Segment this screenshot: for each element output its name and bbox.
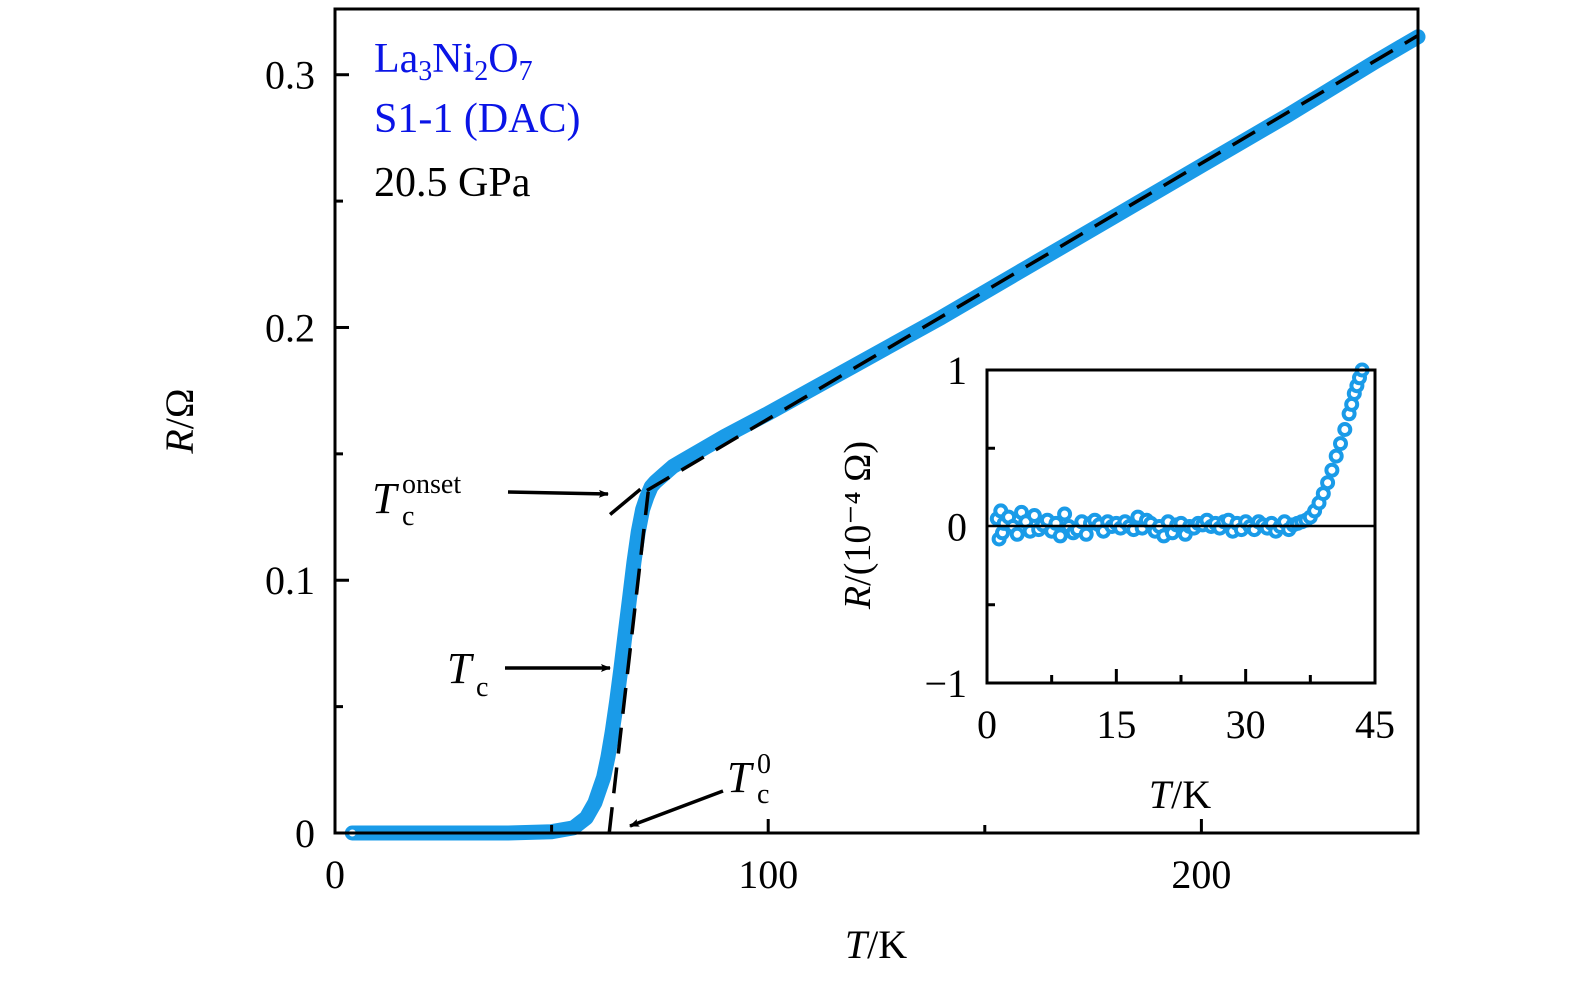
inset-data-point (1009, 526, 1025, 542)
fit-line-1 (607, 491, 650, 834)
inset-data-point (1052, 528, 1068, 544)
tc-zero-T: T (727, 753, 755, 802)
main-x-tick-label: 100 (738, 852, 798, 897)
main-x-tick-label: 0 (325, 852, 345, 897)
x-axis-var: T (845, 922, 870, 967)
main-plot: 0 100 200 00.10.20.3 T/K R/Ω La3Ni2O7 S1-1… (157, 7, 1426, 967)
y-axis-unit: Ω (157, 388, 202, 418)
tc-onset-sup: onset (402, 469, 461, 500)
tc-zero-arrow (629, 789, 724, 828)
fit-lines-layer (607, 34, 1419, 834)
main-plot-frame (333, 7, 1420, 835)
tc-zero-annotation: T 0 c (629, 749, 771, 828)
legend-pressure: 20.5 GPa (374, 160, 531, 206)
tc-onset-T: T (372, 474, 400, 523)
inset-data-point (1337, 422, 1353, 437)
main-y-tick-label: 0.3 (265, 53, 315, 98)
inset-data-point (1328, 448, 1344, 464)
svg-text:T: T (727, 753, 755, 802)
inset-data-point (1324, 462, 1340, 478)
tc-T: T (447, 644, 475, 693)
inset-data-point (1057, 506, 1073, 522)
tc-sub: c (476, 672, 488, 703)
inset-x-axis-label: T/K (1149, 772, 1211, 817)
tc-onset-annotation: T onset c (372, 469, 609, 532)
inset-data-point (1320, 475, 1336, 491)
inset-x-tick-label: 45 (1355, 702, 1395, 747)
tc-zero-sub: c (757, 779, 769, 810)
inset-y-axis-label: R/(10⁻⁴ Ω) (837, 441, 879, 610)
svg-text:T: T (372, 474, 400, 523)
main-y-tick-label: 0.2 (265, 305, 315, 350)
inset-y-tick-label: 0 (947, 505, 967, 550)
inset-x-tick-labels: 0 15 30 45 (977, 702, 1395, 747)
inset-axis-ticks (985, 446, 1377, 683)
inset-y-tick-label: 1 (947, 348, 967, 393)
inset-plot: 0 15 30 45 −101 T/K R/(10⁻⁴ Ω) (837, 348, 1395, 817)
x-axis-unit: K (878, 922, 907, 967)
inset-x-tick-label: 15 (1096, 702, 1136, 747)
main-x-tick-labels: 0 100 200 (325, 852, 1231, 897)
fit-line-0 (646, 34, 1419, 493)
inset-data-point (1026, 508, 1042, 523)
svg-text:T: T (447, 644, 475, 693)
inset-y-tick-label: −1 (924, 661, 967, 706)
inset-x-tick-label: 30 (1226, 702, 1266, 747)
legend-compound: La3Ni2O7 (374, 36, 533, 87)
tc-onset-sub: c (402, 501, 414, 532)
tc-annotation: T c (447, 644, 611, 703)
main-data-line (344, 29, 1426, 841)
tc-zero-sup: 0 (757, 749, 771, 780)
main-x-tick-label: 200 (1171, 852, 1231, 897)
tc-onset-arrow (507, 489, 609, 498)
fit-line-2 (608, 487, 642, 516)
main-axis-ticks (333, 73, 1203, 835)
main-y-tick-labels: 0 0.1 0.2 0.3 (265, 53, 315, 856)
legend: La3Ni2O7 S1-1 (DAC) 20.5 GPa (374, 36, 581, 206)
inset-y-tick-labels: −1 0 1 (924, 348, 967, 706)
main-y-axis-label: R/Ω (157, 388, 202, 454)
legend-sample: S1-1 (DAC) (374, 96, 581, 142)
y-axis-var: R (157, 429, 202, 454)
inset-x-tick-label: 0 (977, 702, 997, 747)
main-y-tick-label: 0 (295, 811, 315, 856)
main-x-axis-label: T/K (845, 922, 907, 967)
main-y-tick-label: 0.1 (265, 558, 315, 603)
inset-data-point (1333, 436, 1348, 452)
